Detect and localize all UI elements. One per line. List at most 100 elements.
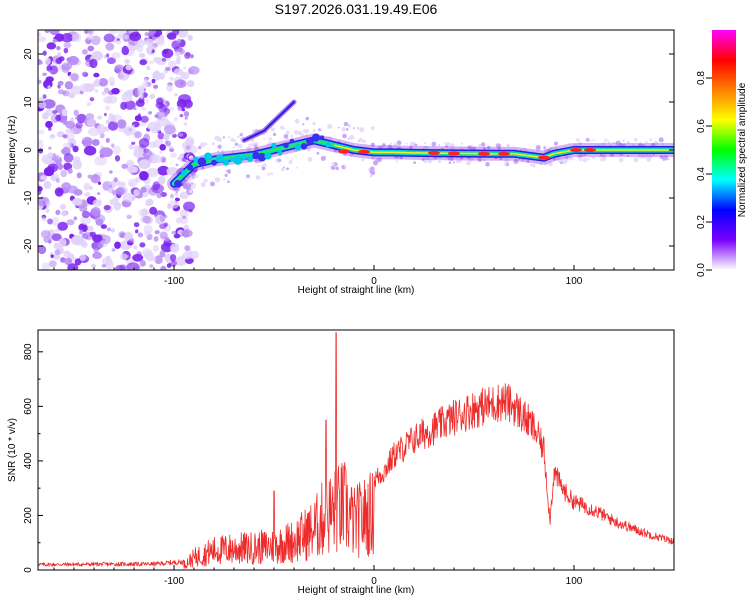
noise-blob bbox=[133, 189, 140, 197]
halo-dot bbox=[349, 135, 355, 140]
halo-dot bbox=[228, 136, 231, 139]
halo-dot bbox=[358, 137, 363, 142]
hotspot bbox=[584, 148, 596, 152]
noise-blob bbox=[149, 155, 159, 164]
halo-dot bbox=[543, 146, 547, 150]
snr-xtick-label: 100 bbox=[566, 576, 583, 587]
halo-dot bbox=[302, 123, 305, 126]
noise-blob bbox=[145, 149, 153, 158]
colorbar-tick-label: 0.8 bbox=[696, 71, 707, 85]
noise-blob bbox=[86, 34, 95, 41]
halo-dot bbox=[283, 166, 285, 169]
track-blob bbox=[306, 137, 314, 146]
noise-blob bbox=[143, 224, 153, 235]
noise-blob bbox=[170, 246, 177, 252]
halo-dot bbox=[296, 166, 298, 169]
noise-blob bbox=[47, 218, 53, 225]
halo-dot bbox=[347, 123, 352, 128]
halo-dot bbox=[270, 127, 275, 132]
halo-dot bbox=[302, 129, 307, 133]
noise-blob bbox=[111, 189, 118, 195]
halo-dot bbox=[448, 161, 452, 164]
halo-dot bbox=[190, 175, 193, 178]
halo-dot bbox=[319, 128, 322, 130]
noise-blob bbox=[174, 79, 187, 88]
halo-dot bbox=[286, 130, 290, 135]
noise-blob bbox=[161, 58, 167, 62]
halo-dot bbox=[577, 154, 580, 157]
halo-dot bbox=[449, 156, 454, 161]
noise-blob bbox=[45, 108, 53, 116]
noise-blob bbox=[183, 66, 187, 70]
halo-dot bbox=[358, 140, 360, 142]
noise-blob bbox=[100, 224, 107, 229]
noise-blob bbox=[152, 71, 161, 81]
halo-dot bbox=[344, 154, 348, 157]
halo-dot bbox=[320, 156, 326, 161]
halo-dot bbox=[410, 141, 416, 147]
noise-blob bbox=[143, 77, 149, 82]
noise-blob bbox=[67, 185, 78, 194]
halo-dot bbox=[278, 158, 282, 162]
noise-blob bbox=[42, 50, 47, 56]
halo-dot bbox=[258, 165, 260, 167]
noise-blob bbox=[115, 187, 126, 196]
noise-blob bbox=[54, 33, 65, 42]
noise-blob bbox=[108, 120, 119, 131]
noise-blob bbox=[159, 250, 166, 258]
noise-blob bbox=[145, 38, 154, 47]
spec-ytick-label: -10 bbox=[23, 190, 34, 205]
noise-blob bbox=[165, 140, 172, 147]
halo-dot bbox=[238, 143, 243, 149]
noise-blob bbox=[153, 56, 162, 63]
noise-blob bbox=[138, 96, 145, 104]
noise-blob bbox=[174, 51, 181, 57]
snr-content bbox=[38, 330, 674, 570]
noise-blob bbox=[91, 139, 100, 146]
halo-dot bbox=[405, 142, 407, 145]
halo-dot bbox=[198, 145, 202, 150]
halo-dot bbox=[213, 137, 216, 140]
noise-blob bbox=[173, 233, 181, 239]
halo-dot bbox=[280, 125, 285, 130]
noise-blob bbox=[111, 52, 121, 59]
noise-blob bbox=[175, 217, 182, 224]
noise-blob bbox=[118, 181, 126, 189]
noise-blob bbox=[53, 253, 61, 260]
noise-blob bbox=[75, 116, 78, 120]
halo-dot bbox=[446, 141, 451, 146]
noise-blob bbox=[71, 33, 82, 43]
noise-blob bbox=[80, 215, 92, 226]
halo-dot bbox=[655, 141, 658, 145]
noise-blob bbox=[95, 218, 104, 226]
noise-blob bbox=[144, 32, 150, 37]
halo-dot bbox=[200, 182, 206, 188]
noise-blob bbox=[170, 253, 177, 262]
noise-blob bbox=[51, 233, 62, 241]
snr-ylabel: SNR (10 * v/v) bbox=[7, 418, 18, 482]
noise-blob bbox=[157, 132, 165, 140]
noise-blob bbox=[96, 124, 106, 134]
noise-blob bbox=[50, 254, 55, 258]
halo-dot bbox=[347, 137, 350, 140]
halo-dot bbox=[485, 161, 490, 167]
noise-blob bbox=[159, 34, 164, 40]
halo-dot bbox=[602, 155, 605, 157]
halo-dot bbox=[203, 178, 208, 183]
noise-blob bbox=[173, 68, 184, 76]
halo-dot bbox=[447, 158, 450, 161]
noise-blob bbox=[60, 257, 66, 263]
noise-blob bbox=[40, 175, 47, 181]
track-blob bbox=[211, 159, 217, 166]
halo-dot bbox=[659, 155, 664, 160]
noise-blob bbox=[105, 138, 110, 143]
halo-dot bbox=[356, 126, 360, 130]
halo-dot bbox=[637, 153, 643, 159]
noise-blob bbox=[178, 132, 184, 137]
noise-blob bbox=[45, 76, 54, 83]
noise-blob bbox=[90, 207, 101, 217]
noise-blob bbox=[122, 125, 136, 136]
noise-blob bbox=[101, 264, 107, 268]
noise-blob bbox=[90, 263, 97, 269]
